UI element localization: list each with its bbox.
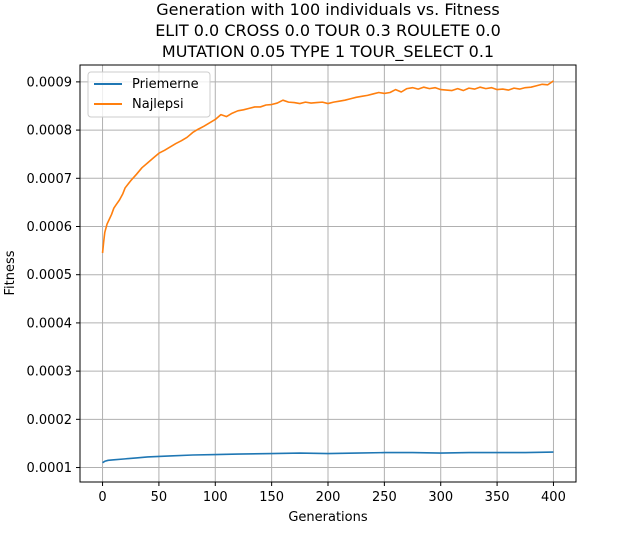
x-axis-ticks: 0 50 100 150 200 250 300 350 400 <box>98 482 566 505</box>
y-tick-label: 0.0005 <box>27 268 73 283</box>
x-tick-label: 50 <box>151 490 168 505</box>
x-tick-label: 0 <box>98 490 106 505</box>
legend: Priemerne Najlepsi <box>87 71 211 118</box>
legend-label-najlepsi: Najlepsi <box>132 97 184 112</box>
x-tick-label: 100 <box>203 490 228 505</box>
x-tick-label: 250 <box>372 490 397 505</box>
x-tick-label: 200 <box>316 490 341 505</box>
y-tick-label: 0.0004 <box>27 316 73 331</box>
y-tick-label: 0.0008 <box>27 124 73 139</box>
legend-label-priemerne: Priemerne <box>132 77 199 92</box>
y-tick-label: 0.0001 <box>27 461 73 476</box>
y-axis-ticks: 0.0001 0.0002 0.0003 0.0004 0.0005 0.0006 0.00… <box>27 75 80 476</box>
title-line-1: Generation with 100 individuals vs. Fitn… <box>156 0 499 19</box>
x-axis-label: Generations <box>288 510 368 525</box>
series-lines <box>101 80 554 464</box>
y-tick-label: 0.0007 <box>27 172 73 187</box>
x-tick-label: 350 <box>485 490 510 505</box>
y-tick-label: 0.0002 <box>27 413 73 428</box>
grid <box>80 65 576 482</box>
title-line-2: ELIT 0.0 CROSS 0.0 TOUR 0.3 ROULETE 0.0 <box>155 21 501 40</box>
series-line-najlepsi <box>101 80 554 254</box>
y-tick-label: 0.0009 <box>27 75 73 90</box>
series-line-priemerne <box>102 451 554 464</box>
x-tick-label: 150 <box>259 490 284 505</box>
x-tick-label: 400 <box>541 490 566 505</box>
y-tick-label: 0.0006 <box>27 220 73 235</box>
y-axis-label: Fitness <box>3 250 18 295</box>
chart-title: Generation with 100 individuals vs. Fitn… <box>155 0 501 62</box>
x-tick-label: 300 <box>428 490 453 505</box>
title-line-3: MUTATION 0.05 TYPE 1 TOUR_SELECT 0.1 <box>162 42 494 62</box>
y-tick-label: 0.0003 <box>27 365 73 380</box>
